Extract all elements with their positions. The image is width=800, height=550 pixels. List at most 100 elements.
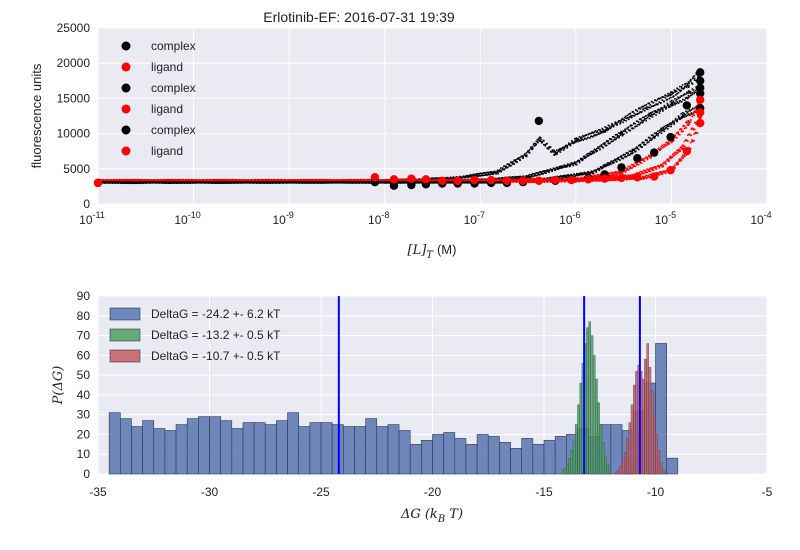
bottom-x-axis-label-sub: B xyxy=(437,514,445,525)
histogram-bar xyxy=(499,442,511,475)
bottom-y-tick-label: 40 xyxy=(77,388,91,402)
complex-point xyxy=(633,154,642,163)
histogram-bar xyxy=(621,460,625,475)
histogram-bar xyxy=(521,438,534,475)
complex-point xyxy=(695,76,705,86)
top-x-tick-label: 10-6 xyxy=(559,210,580,227)
histogram-bar xyxy=(563,467,567,475)
histogram-bar xyxy=(619,465,623,475)
ligand-point xyxy=(617,173,626,183)
complex-point xyxy=(695,89,705,98)
bottom-legend: DeltaG = -24.2 +- 6.2 kT DeltaG = -13.2 +… xyxy=(109,307,281,363)
top-legend-marker xyxy=(121,146,131,156)
histogram-bar xyxy=(597,402,600,475)
histogram-bar xyxy=(648,367,652,475)
top-chart-title: Erlotinib-EF: 2016-07-31 19:39 xyxy=(263,9,455,25)
histogram-bar xyxy=(626,438,629,475)
histogram-bar xyxy=(577,404,580,475)
complex-point xyxy=(649,148,659,157)
bottom-legend-swatch xyxy=(109,307,141,321)
ligand-baseline-band xyxy=(98,179,510,182)
bottom-x-tick-labels: -35 -30 -25 -20 -15 -10 -5 xyxy=(89,485,772,499)
top-legend-label: ligand xyxy=(151,102,183,116)
bottom-y-tick-label: 50 xyxy=(77,368,91,382)
deltag-histogram-chart: 0 10 20 30 40 50 60 70 80 90 -35 -30 -25 -20 -15 -10 -5… xyxy=(51,289,773,525)
histogram-bar xyxy=(579,382,583,475)
histogram-bar xyxy=(142,420,155,475)
bottom-legend-label: DeltaG = -13.2 +- 0.5 kT xyxy=(151,328,281,342)
bottom-y-axis-label: P(ΔG) xyxy=(51,366,66,406)
ligand-point xyxy=(695,95,705,105)
ligand-point xyxy=(600,174,609,183)
histogram-bar xyxy=(276,420,288,475)
histogram-bar xyxy=(454,438,467,475)
top-legend-label: complex xyxy=(151,123,196,137)
bottom-y-tick-label: 20 xyxy=(77,427,91,441)
histogram-bar xyxy=(432,434,444,475)
histogram-bar xyxy=(543,440,556,475)
histogram-bar xyxy=(617,469,620,475)
top-legend-marker xyxy=(121,125,131,135)
top-x-axis-label-unit: (M) xyxy=(437,242,457,257)
histogram-bar xyxy=(644,359,647,475)
histogram-bar xyxy=(209,416,221,475)
top-y-tick-label: 0 xyxy=(83,197,90,211)
complex-point xyxy=(534,116,544,126)
ligand-point xyxy=(370,173,380,182)
histogram-bar xyxy=(650,390,654,475)
histogram-bar xyxy=(175,424,188,475)
bottom-x-tick-label: -25 xyxy=(312,485,330,499)
top-x-axis-label-math: [L] xyxy=(408,243,428,258)
ligand-point xyxy=(438,176,447,185)
histogram-bar xyxy=(659,461,663,475)
ligand-point xyxy=(584,175,593,184)
complex-point xyxy=(695,68,705,77)
top-x-tick-labels: 10-11 10-10 10-9 10-8 10-7 10-6 10-5 10-4 xyxy=(79,210,772,227)
histogram-bar xyxy=(641,378,645,475)
complex-point xyxy=(389,181,399,190)
ligand-point xyxy=(695,118,705,128)
top-legend-label: ligand xyxy=(151,144,183,158)
histogram-bar xyxy=(604,456,607,475)
ligand-point xyxy=(666,166,675,175)
histogram-bar xyxy=(465,444,478,475)
bottom-legend-swatch xyxy=(109,349,141,363)
ligand-point xyxy=(421,175,431,184)
histogram-bar xyxy=(398,430,411,475)
histogram-bar xyxy=(510,447,522,475)
bottom-x-tick-label: -5 xyxy=(762,485,773,499)
histogram-bar xyxy=(575,424,578,475)
histogram-bar xyxy=(666,457,679,475)
bottom-y-tick-labels: 0 10 20 30 40 50 60 70 80 90 xyxy=(77,289,91,481)
top-x-tick-label: 10-11 xyxy=(79,210,105,227)
ligand-point xyxy=(567,175,576,185)
top-legend-marker xyxy=(121,62,131,72)
bottom-x-axis-label-math: ΔG (k xyxy=(400,507,438,522)
histogram-bar xyxy=(476,434,489,475)
titration-scatter-chart: 0 5000 10000 15000 20000 25000 10-11 10-10 10-9… xyxy=(29,9,772,261)
top-y-tick-label: 15000 xyxy=(57,91,91,105)
ligand-point xyxy=(551,175,560,185)
histogram-bar xyxy=(628,422,632,475)
histogram-bar xyxy=(253,422,266,475)
histogram-bar xyxy=(608,469,612,475)
top-legend: complex ligand complex ligand complex ligand xyxy=(121,39,196,158)
top-y-tick-label: 10000 xyxy=(57,127,91,141)
top-y-tick-label: 20000 xyxy=(57,56,91,70)
top-x-tick-label: 10-9 xyxy=(272,210,293,227)
bottom-x-tick-label: -15 xyxy=(535,485,553,499)
top-y-tick-label: 25000 xyxy=(57,21,91,35)
bottom-x-tick-label: -20 xyxy=(424,485,442,499)
top-legend-marker xyxy=(121,104,131,114)
top-legend-marker xyxy=(121,41,131,51)
histogram-bar xyxy=(606,463,609,475)
complex-point xyxy=(666,132,675,142)
histogram-bar xyxy=(630,404,634,475)
histogram-bar xyxy=(198,416,210,475)
top-legend-marker xyxy=(121,83,131,93)
histogram-bar xyxy=(153,428,166,475)
histogram-bar xyxy=(635,371,638,475)
top-legend-label: complex xyxy=(151,81,196,95)
histogram-bar xyxy=(298,426,311,475)
